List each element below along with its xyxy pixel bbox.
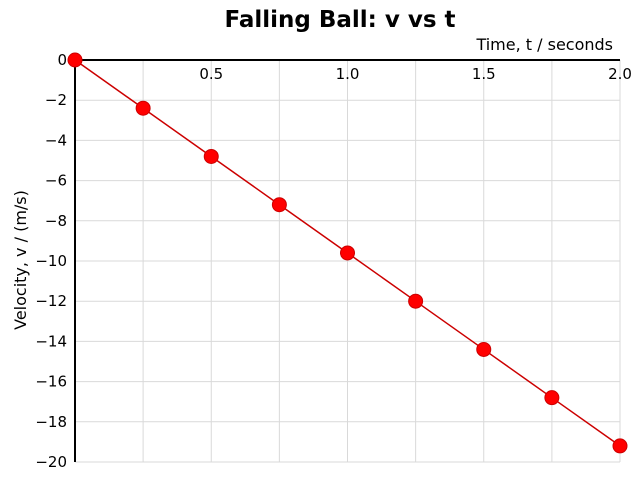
data-point xyxy=(408,293,424,309)
y-tick-label: −12 xyxy=(35,292,67,310)
y-tick-label: −18 xyxy=(35,413,67,431)
y-tick-label: −6 xyxy=(45,172,67,190)
x-tick-label: 1.0 xyxy=(336,65,360,83)
y-tick-label: −2 xyxy=(45,91,67,109)
y-tick-label: −10 xyxy=(35,252,67,270)
x-tick-label: 0.5 xyxy=(199,65,223,83)
y-tick-label: 0 xyxy=(57,51,67,69)
x-tick-label: 2.0 xyxy=(608,65,632,83)
chart-title: Falling Ball: v vs t xyxy=(224,7,455,33)
y-tick-labels: 0 −2 −4 −6 −8 −10 −12 −14 −16 −18 −20 xyxy=(35,51,67,471)
y-tick-label: −14 xyxy=(35,332,67,350)
grid-lines xyxy=(75,60,621,463)
y-tick-label: −16 xyxy=(35,373,67,391)
data-point xyxy=(340,245,355,261)
data-point xyxy=(544,390,560,406)
data-point xyxy=(271,197,287,213)
y-tick-label: −20 xyxy=(35,453,67,471)
data-point xyxy=(612,438,628,454)
data-point xyxy=(135,100,151,116)
data-point xyxy=(203,148,219,164)
data-point xyxy=(476,341,492,357)
x-tick-labels: 0.5 1.0 1.5 2.0 xyxy=(199,65,632,83)
data-point xyxy=(67,52,83,68)
x-axis-label: Time, t / seconds xyxy=(475,35,613,54)
y-axis-label: Velocity, v / (m/s) xyxy=(11,190,30,330)
y-tick-label: −8 xyxy=(45,212,67,230)
y-tick-label: −4 xyxy=(45,131,67,149)
series-layer xyxy=(67,52,628,454)
x-tick-label: 1.5 xyxy=(472,65,496,83)
